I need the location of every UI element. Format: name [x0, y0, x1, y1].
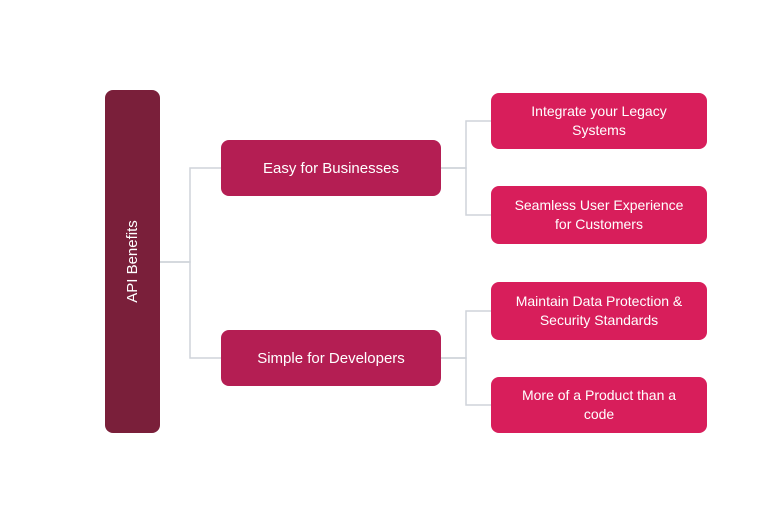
- leaf-node-protection: Maintain Data Protection & Security Stan…: [491, 282, 707, 340]
- root-node: API Benefits: [105, 90, 160, 433]
- leaf-node-seamless: Seamless User Experience for Customers: [491, 186, 707, 244]
- leaf-label: Maintain Data Protection & Security Stan…: [505, 292, 693, 330]
- leaf-label: More of a Product than a code: [505, 386, 693, 424]
- root-label: API Benefits: [124, 220, 141, 303]
- leaf-node-integrate: Integrate your Legacy Systems: [491, 93, 707, 149]
- leaf-node-product: More of a Product than a code: [491, 377, 707, 433]
- mid-label: Easy for Businesses: [263, 160, 399, 177]
- mid-node-developers: Simple for Developers: [221, 330, 441, 386]
- mid-label: Simple for Developers: [257, 350, 405, 367]
- leaf-label: Seamless User Experience for Customers: [505, 196, 693, 234]
- mid-node-businesses: Easy for Businesses: [221, 140, 441, 196]
- leaf-label: Integrate your Legacy Systems: [505, 102, 693, 140]
